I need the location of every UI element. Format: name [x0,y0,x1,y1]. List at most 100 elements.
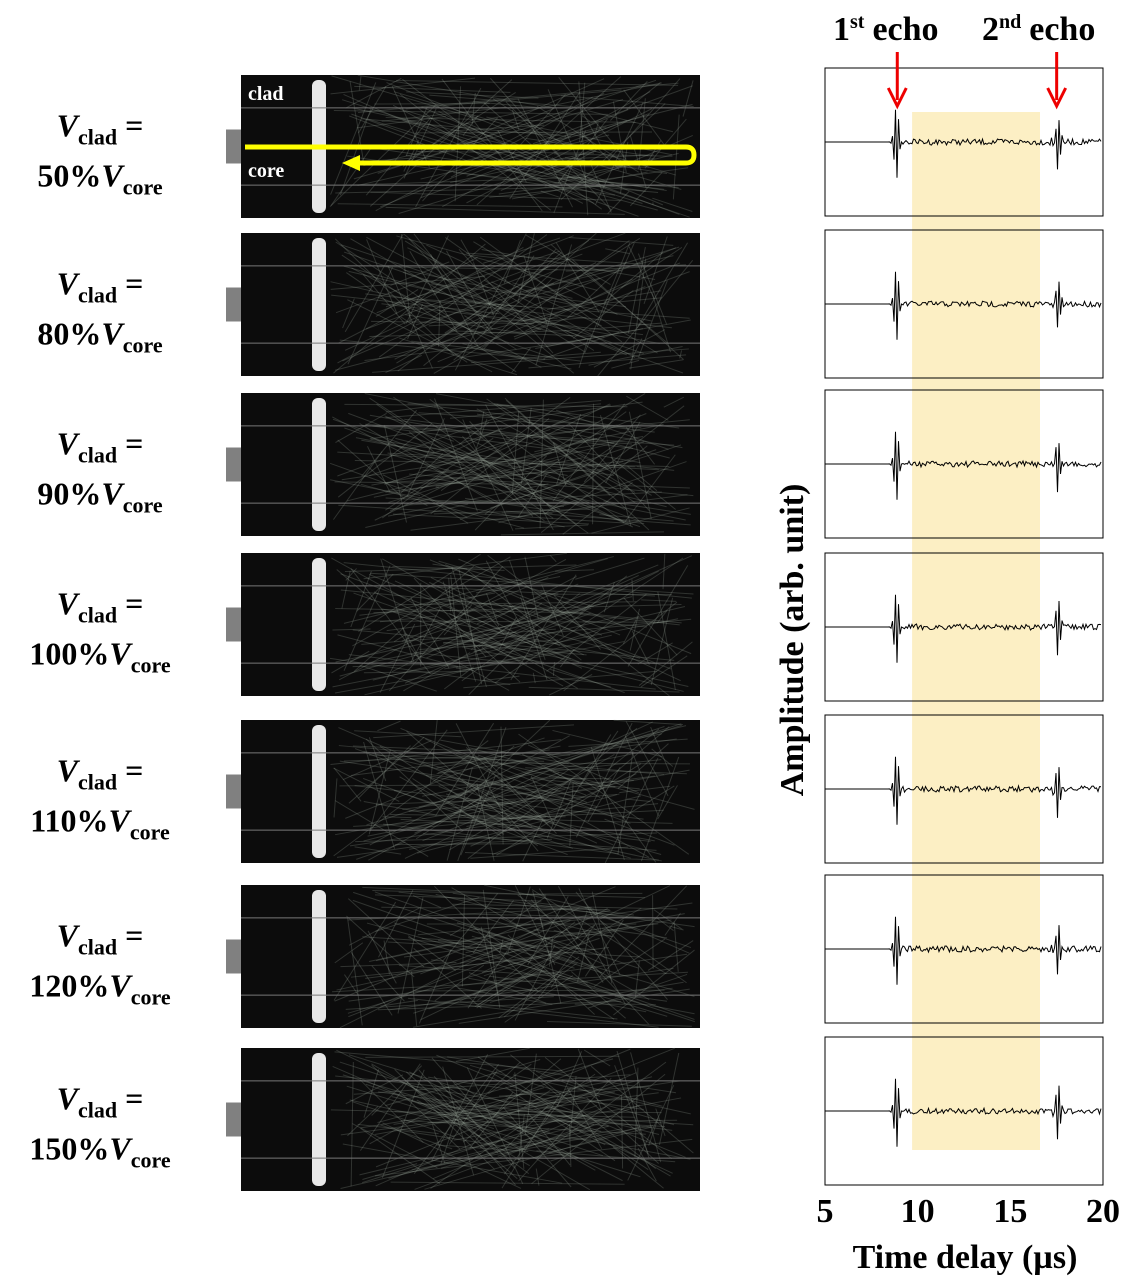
wave-texture [348,736,425,804]
x-tick-label: 20 [1086,1193,1120,1230]
wave-texture [629,172,663,207]
wave-texture [520,407,532,484]
wave-texture [546,290,662,311]
wave-texture [454,86,462,202]
wave-texture [410,597,450,669]
wave-texture [468,628,535,696]
wave-texture [637,1147,657,1182]
wave-texture [552,662,556,676]
wave-texture [438,427,502,459]
wave-texture [472,899,514,954]
equals: = [125,1081,143,1117]
wave-texture [532,778,640,790]
wave-texture [430,838,553,846]
wave-texture [368,573,580,663]
wave-texture [555,242,600,313]
wave-texture [577,1048,602,1111]
wave-texture [607,190,630,215]
wave-texture [340,573,571,660]
wave-texture [355,437,466,460]
wave-texture [402,271,684,374]
wave-texture [617,750,634,855]
wave-texture [371,320,535,325]
wave-texture [404,418,634,449]
wave-texture [336,1049,459,1111]
wave-texture [503,962,578,1018]
wave-texture [429,719,438,784]
wave-texture [484,411,627,515]
wave-texture [624,454,676,523]
wave-texture [634,960,640,998]
subscript: core [123,493,163,518]
wave-texture [373,481,451,498]
equals: = [125,266,143,302]
wave-texture [396,303,497,364]
wave-texture [456,132,512,147]
wave-texture [466,252,642,265]
wave-texture [505,399,611,496]
wave-texture [542,292,578,306]
wave-texture [497,1123,600,1157]
wave-texture [332,1065,526,1150]
wave-texture [460,745,515,797]
wave-texture [440,396,571,492]
wave-texture [470,253,583,298]
wave-texture [469,1091,514,1149]
wave-texture [363,552,568,580]
wave-texture [347,898,425,968]
wave-texture [362,274,406,325]
wave-texture [384,428,551,485]
wave-texture [417,924,531,936]
wave-texture [649,1004,695,1015]
x-tick-label: 5 [817,1193,834,1230]
wave-texture [610,81,648,121]
wave-texture [641,599,677,602]
wave-texture [469,439,626,510]
wave-texture [340,589,682,624]
wave-texture [452,1080,475,1095]
wave-texture [481,908,608,974]
wave-texture [356,573,394,612]
wave-texture [643,236,668,305]
wave-texture [514,885,556,966]
wave-texture [476,583,579,625]
wave-texture [413,1063,500,1175]
wave-texture [587,766,621,823]
wave-texture [517,1076,653,1112]
wave-texture [369,401,643,440]
wave-texture [469,421,554,512]
wave-texture [443,666,474,690]
wave-texture [335,1075,468,1090]
wave-texture [409,844,431,850]
wave-texture [442,618,692,644]
wave-texture [568,738,688,747]
subscript: core [123,333,163,358]
y-axis-label: Amplitude (arb. unit) [774,484,811,797]
wave-texture [460,239,474,262]
wave-texture [461,778,533,827]
wave-texture [340,1125,610,1190]
wave-texture [432,1106,607,1180]
wave-texture [550,244,669,345]
wave-texture [575,722,633,838]
wave-texture [418,949,452,1024]
wave-texture [479,236,623,343]
wave-texture [414,652,528,665]
wave-texture [501,1139,543,1147]
wave-texture [400,453,444,494]
wave-texture [489,989,533,1003]
wave-texture [591,507,690,534]
wave-texture [627,565,689,667]
wave-texture [433,508,590,515]
wave-texture [509,575,639,635]
wave-texture [359,1063,421,1151]
wave-texture [552,734,612,830]
wave-texture [371,1065,423,1116]
wave-texture [347,1106,379,1137]
wave-texture [382,474,468,518]
wave-texture [528,392,646,465]
wave-texture [585,910,692,949]
wave-texture [523,1128,622,1147]
wave-texture [662,553,666,590]
wave-texture [418,793,468,808]
